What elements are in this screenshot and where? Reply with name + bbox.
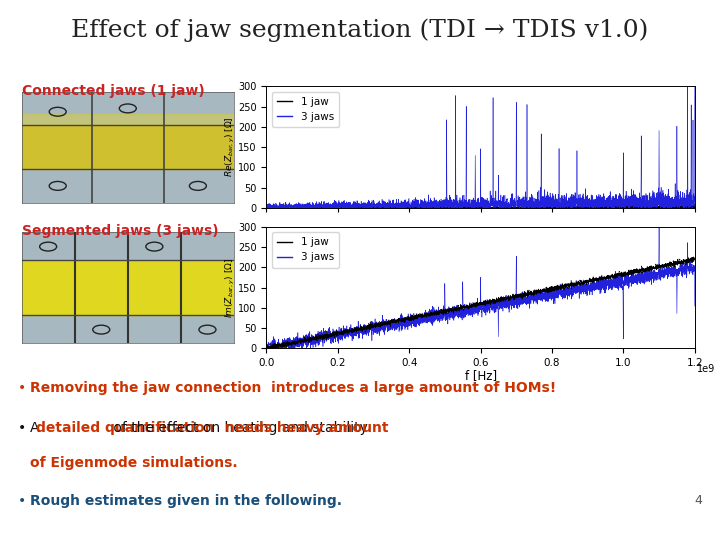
3 jaws [614, 281, 623, 288]
3 jaws [426, 312, 434, 319]
1 jaw [262, 345, 271, 352]
1 jaw [438, 205, 446, 211]
1 jaw [690, 200, 699, 207]
1 jaw [614, 204, 623, 211]
3 jaws [340, 200, 348, 207]
1 jaw [262, 345, 271, 351]
Text: of the effect on heating and stability: of the effect on heating and stability [109, 421, 372, 435]
1 jaw [340, 328, 348, 334]
1 jaw [582, 280, 590, 286]
Text: A: A [30, 421, 44, 435]
Line: 3 jaws: 3 jaws [266, 227, 695, 348]
Bar [22, 260, 234, 315]
Bar [22, 232, 234, 260]
3 jaws [541, 194, 549, 201]
1 jaw [541, 204, 549, 211]
3 jaws [582, 204, 590, 211]
3 jaws [340, 334, 348, 341]
Text: detailed quantification: detailed quantification [36, 421, 215, 435]
3 jaws [690, 303, 699, 309]
3 jaws [262, 204, 271, 211]
3 jaws [614, 201, 623, 207]
X-axis label: f [Hz]: f [Hz] [464, 369, 497, 382]
3 jaws [683, 84, 692, 90]
Line: 3 jaws: 3 jaws [266, 87, 695, 208]
Y-axis label: $\mathit{Re}(Z_{bar,y})$ [$\Omega$]: $\mathit{Re}(Z_{bar,y})$ [$\Omega$] [224, 117, 237, 178]
Y-axis label: $\mathit{Im}(Z_{bar,y})$ [$\Omega$]: $\mathit{Im}(Z_{bar,y})$ [$\Omega$] [224, 258, 237, 318]
Text: Removing the jaw connection  introduces a large amount of HOMs!: Removing the jaw connection introduces a… [30, 381, 557, 395]
1 jaw [582, 204, 590, 211]
Line: 1 jaw: 1 jaw [266, 257, 695, 348]
Text: Connected jaws (1 jaw): Connected jaws (1 jaw) [22, 84, 204, 98]
Bar [22, 114, 234, 125]
Text: needs heavy amount: needs heavy amount [225, 421, 389, 435]
Bar [22, 315, 234, 343]
Text: 1e9: 1e9 [696, 364, 715, 374]
Bar [22, 125, 234, 170]
1 jaw [690, 204, 699, 210]
1 jaw [541, 286, 549, 293]
3 jaws [690, 84, 699, 91]
Text: •: • [18, 494, 26, 508]
3 jaws [541, 288, 549, 295]
Text: 4: 4 [694, 494, 702, 507]
1 jaw [426, 204, 434, 211]
3 jaws [582, 286, 590, 293]
1 jaw [340, 205, 348, 211]
1 jaw [690, 254, 699, 261]
Text: Effect of jaw segmentation (TDI → TDIS v1.0): Effect of jaw segmentation (TDI → TDIS v… [71, 19, 649, 43]
Text: •: • [18, 381, 26, 395]
Legend: 1 jaw, 3 jaws: 1 jaw, 3 jaws [271, 92, 339, 127]
1 jaw [689, 254, 698, 260]
3 jaws [519, 194, 528, 200]
1 jaw [614, 272, 623, 278]
Text: Segmented jaws (3 jaws): Segmented jaws (3 jaws) [22, 224, 218, 238]
Bar [22, 92, 234, 114]
3 jaws [346, 205, 354, 211]
3 jaws [654, 224, 663, 230]
Legend: 1 jaw, 3 jaws: 1 jaw, 3 jaws [271, 232, 339, 268]
1 jaw [519, 205, 528, 211]
1 jaw [426, 310, 434, 317]
1 jaw [519, 293, 528, 299]
3 jaws [519, 294, 528, 301]
Line: 1 jaw: 1 jaw [266, 204, 695, 208]
3 jaws [262, 345, 271, 352]
Text: of Eigenmode simulations.: of Eigenmode simulations. [30, 456, 238, 470]
3 jaws [426, 200, 434, 206]
Text: •: • [18, 421, 26, 435]
1 jaw [262, 205, 271, 211]
Bar [22, 170, 234, 202]
Text: Rough estimates given in the following.: Rough estimates given in the following. [30, 494, 342, 508]
